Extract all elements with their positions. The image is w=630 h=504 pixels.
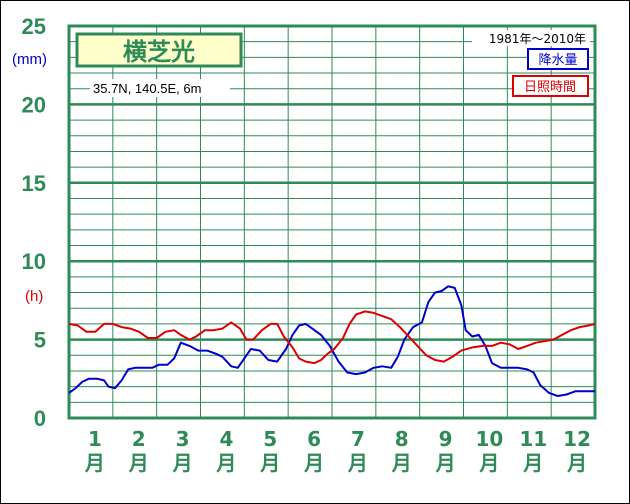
plot-area [67, 24, 597, 420]
location-label: 35.7N, 140.5E, 6m [93, 81, 201, 96]
month-suffix-label: 月 [566, 451, 587, 475]
precipitation-line [68, 285, 595, 397]
y-tick-label: 0 [34, 406, 46, 431]
y-tick-label: 10 [22, 249, 46, 274]
y-tick-label: 25 [22, 14, 46, 39]
month-number-label: 7 [351, 427, 365, 451]
y-axis-tick-labels: 0 5 10 15 20 25 [22, 14, 46, 431]
major-grid [69, 103, 595, 341]
month-suffix-label: 月 [215, 451, 236, 475]
month-suffix-label: 月 [303, 451, 324, 475]
sun-unit-label: (h) [25, 288, 43, 305]
month-number-label: 9 [439, 427, 453, 451]
month-suffix-label: 月 [391, 451, 412, 475]
month-number-label: 10 [475, 427, 503, 451]
month-suffix-label: 月 [347, 451, 368, 475]
sunshine-line [68, 310, 596, 365]
legend-sun-box [512, 75, 589, 97]
data-series-lines [68, 285, 596, 397]
precip-unit-label: (mm) [12, 51, 47, 68]
month-suffix-label: 月 [259, 451, 280, 475]
y-tick-label: 15 [22, 171, 46, 196]
plot-border [67, 24, 597, 420]
station-name-box [75, 32, 243, 68]
month-suffix-label: 月 [478, 451, 499, 475]
legend-precip-box [527, 48, 589, 70]
month-number-label: 11 [519, 427, 547, 451]
month-suffix-label: 月 [522, 451, 543, 475]
legend-sun-label: 日照時間 [524, 80, 576, 95]
month-number-label: 2 [132, 427, 146, 451]
station-name: 横芝光 [123, 38, 195, 66]
month-number-label: 8 [395, 427, 409, 451]
period-bg [472, 30, 590, 46]
month-number-label: 5 [263, 427, 277, 451]
location-bg [90, 79, 230, 97]
month-number-label: 3 [176, 427, 190, 451]
month-number-label: 4 [219, 427, 233, 451]
month-suffix-label: 月 [84, 451, 105, 475]
legend-precip-label: 降水量 [538, 53, 577, 68]
month-suffix-label: 月 [435, 451, 456, 475]
month-suffix-label: 月 [128, 451, 149, 475]
month-number-label: 6 [307, 427, 321, 451]
period-label: 1981年〜2010年 [489, 32, 586, 46]
y-tick-label: 20 [22, 92, 46, 117]
month-suffix-label: 月 [172, 451, 193, 475]
y-tick-label: 5 [34, 328, 46, 353]
month-number-label: 1 [88, 427, 102, 451]
month-number-label: 12 [563, 427, 591, 451]
